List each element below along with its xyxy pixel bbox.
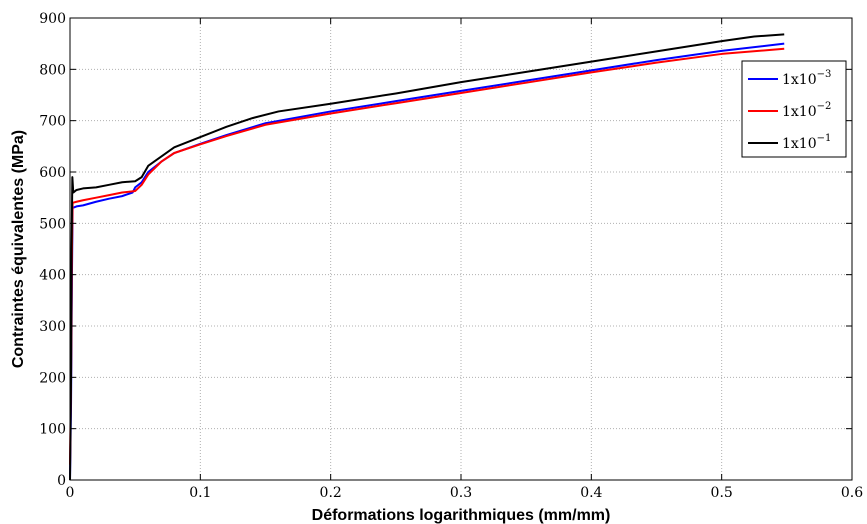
x-tick-label: 0.6 — [841, 485, 863, 501]
y-tick-label: 700 — [39, 114, 66, 130]
series-line — [69, 42, 785, 481]
series-line — [69, 47, 785, 465]
y-tick-label: 100 — [39, 422, 66, 438]
y-tick-label: 200 — [39, 370, 66, 386]
y-axis-title: Contraintes équivalentes (MPa) — [10, 130, 27, 368]
legend-label-exponent: −2 — [817, 101, 832, 112]
y-tick-label: 500 — [39, 216, 66, 232]
axis-ticks: 0 0.1 0.2 0.3 0.4 0.5 0.6 0 100 200 300 400 500 600 70… — [39, 11, 863, 501]
x-tick-label: 0.3 — [450, 485, 472, 501]
y-tick-label: 0 — [57, 473, 66, 489]
series-layer — [69, 33, 785, 481]
x-tick-label: 0.4 — [580, 485, 602, 501]
x-tick-label: 0.1 — [189, 485, 211, 501]
x-tick-label: 0.5 — [711, 485, 733, 501]
x-axis-title: Déformations logarithmiques (mm/mm) — [312, 507, 611, 524]
legend-label-exponent: −1 — [817, 133, 832, 144]
series-line — [69, 33, 785, 481]
grid-lines — [70, 18, 852, 480]
x-tick-label: 0 — [66, 485, 75, 501]
y-tick-label: 300 — [39, 319, 66, 335]
y-tick-label: 800 — [39, 62, 66, 78]
legend-label-exponent: −3 — [817, 69, 832, 80]
y-tick-label: 900 — [39, 11, 66, 27]
legend-box — [741, 60, 847, 158]
y-tick-label: 600 — [39, 165, 66, 181]
y-tick-label: 400 — [39, 268, 66, 284]
x-tick-label: 0.2 — [320, 485, 342, 501]
